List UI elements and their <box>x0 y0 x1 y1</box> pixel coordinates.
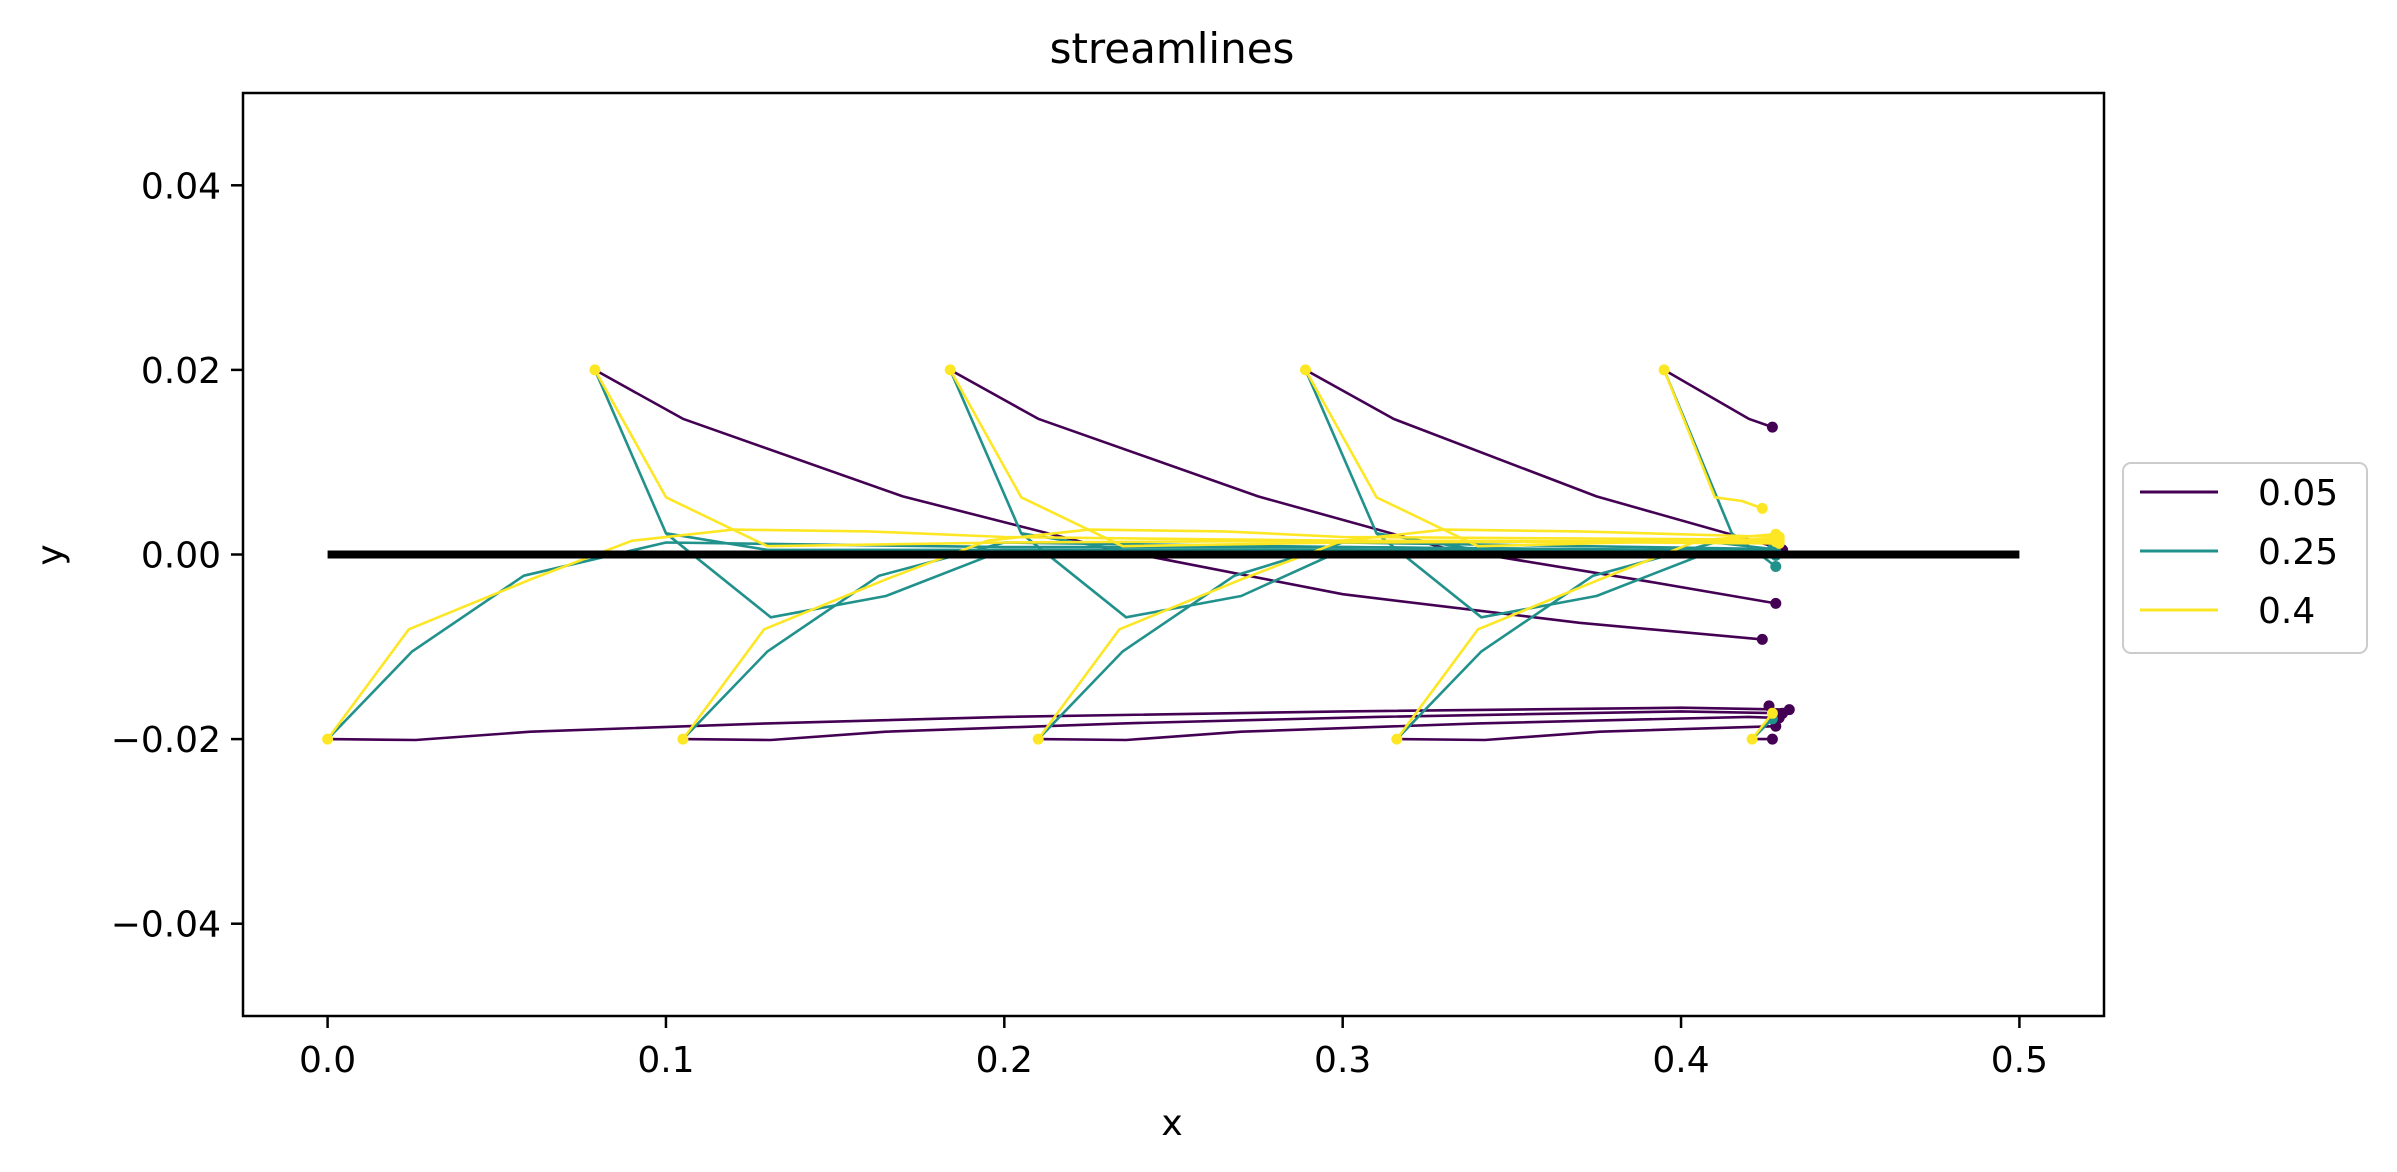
streamline <box>1037 541 1773 741</box>
y-tick-label: 0.00 <box>141 536 221 577</box>
streamline-marker <box>1756 633 1768 645</box>
streamline-marker <box>1391 733 1403 745</box>
streamline-marker <box>1770 528 1782 540</box>
series-0.4 <box>322 364 1785 745</box>
streamline-marker <box>1766 421 1778 433</box>
streamline-marker <box>1746 733 1758 745</box>
legend: 0.05 0.25 0.4 <box>2122 462 2368 654</box>
streamline-marker <box>322 733 334 745</box>
y-tick-label: −0.02 <box>111 720 221 761</box>
streamline <box>949 368 1777 605</box>
streamline <box>1396 724 1776 742</box>
streamline <box>1375 532 1716 619</box>
streamline <box>1663 368 1773 429</box>
x-axis-label: x <box>1161 1103 1182 1144</box>
x-tick-label: 0.5 <box>1991 1040 2048 1081</box>
legend-label: 0.25 <box>2258 532 2338 573</box>
streamline <box>326 528 1780 740</box>
x-tick-label: 0.0 <box>299 1040 356 1081</box>
plot-area <box>322 364 2020 745</box>
streamline <box>1395 541 1773 741</box>
x-axis: 0.0 0.1 0.2 0.3 0.4 0.5 <box>299 1016 2048 1081</box>
x-tick-label: 0.3 <box>1314 1040 1371 1081</box>
streamline <box>681 528 1780 740</box>
y-tick-label: 0.02 <box>141 351 221 392</box>
streamline-marker <box>944 364 956 376</box>
legend-label: 0.4 <box>2258 591 2315 632</box>
streamline-marker <box>1756 502 1768 514</box>
y-axis: 0.04 0.02 0.00 −0.02 −0.04 <box>111 166 243 946</box>
streamline <box>1395 532 1776 740</box>
streamline <box>665 532 1005 619</box>
streamline-marker <box>1770 561 1782 572</box>
y-tick-label: 0.04 <box>141 166 221 207</box>
y-axis-label: y <box>30 544 71 565</box>
streamline-marker <box>1658 364 1670 376</box>
streamline-marker <box>1766 733 1778 745</box>
legend-label: 0.05 <box>2258 473 2338 514</box>
legend-box <box>2122 462 2368 654</box>
x-tick-label: 0.1 <box>637 1040 694 1081</box>
streamline-marker <box>1032 733 1044 745</box>
x-tick-label: 0.2 <box>976 1040 1033 1081</box>
series-0.05 <box>327 368 1795 745</box>
streamline <box>1038 715 1780 742</box>
chart-title: streamlines <box>1050 24 1295 73</box>
streamline <box>1304 368 1783 551</box>
y-tick-label: −0.04 <box>111 905 221 946</box>
streamline <box>1037 528 1780 740</box>
x-tick-label: 0.4 <box>1652 1040 1709 1081</box>
streamline-marker <box>589 364 601 376</box>
streamline-marker <box>1766 707 1778 719</box>
streamline <box>1662 369 1763 510</box>
streamline <box>682 710 1783 742</box>
streamline-marker <box>677 733 689 745</box>
streamline <box>1020 532 1344 619</box>
streamline <box>327 706 1790 742</box>
streamline-marker <box>1770 597 1782 609</box>
streamline-marker <box>1300 364 1311 376</box>
